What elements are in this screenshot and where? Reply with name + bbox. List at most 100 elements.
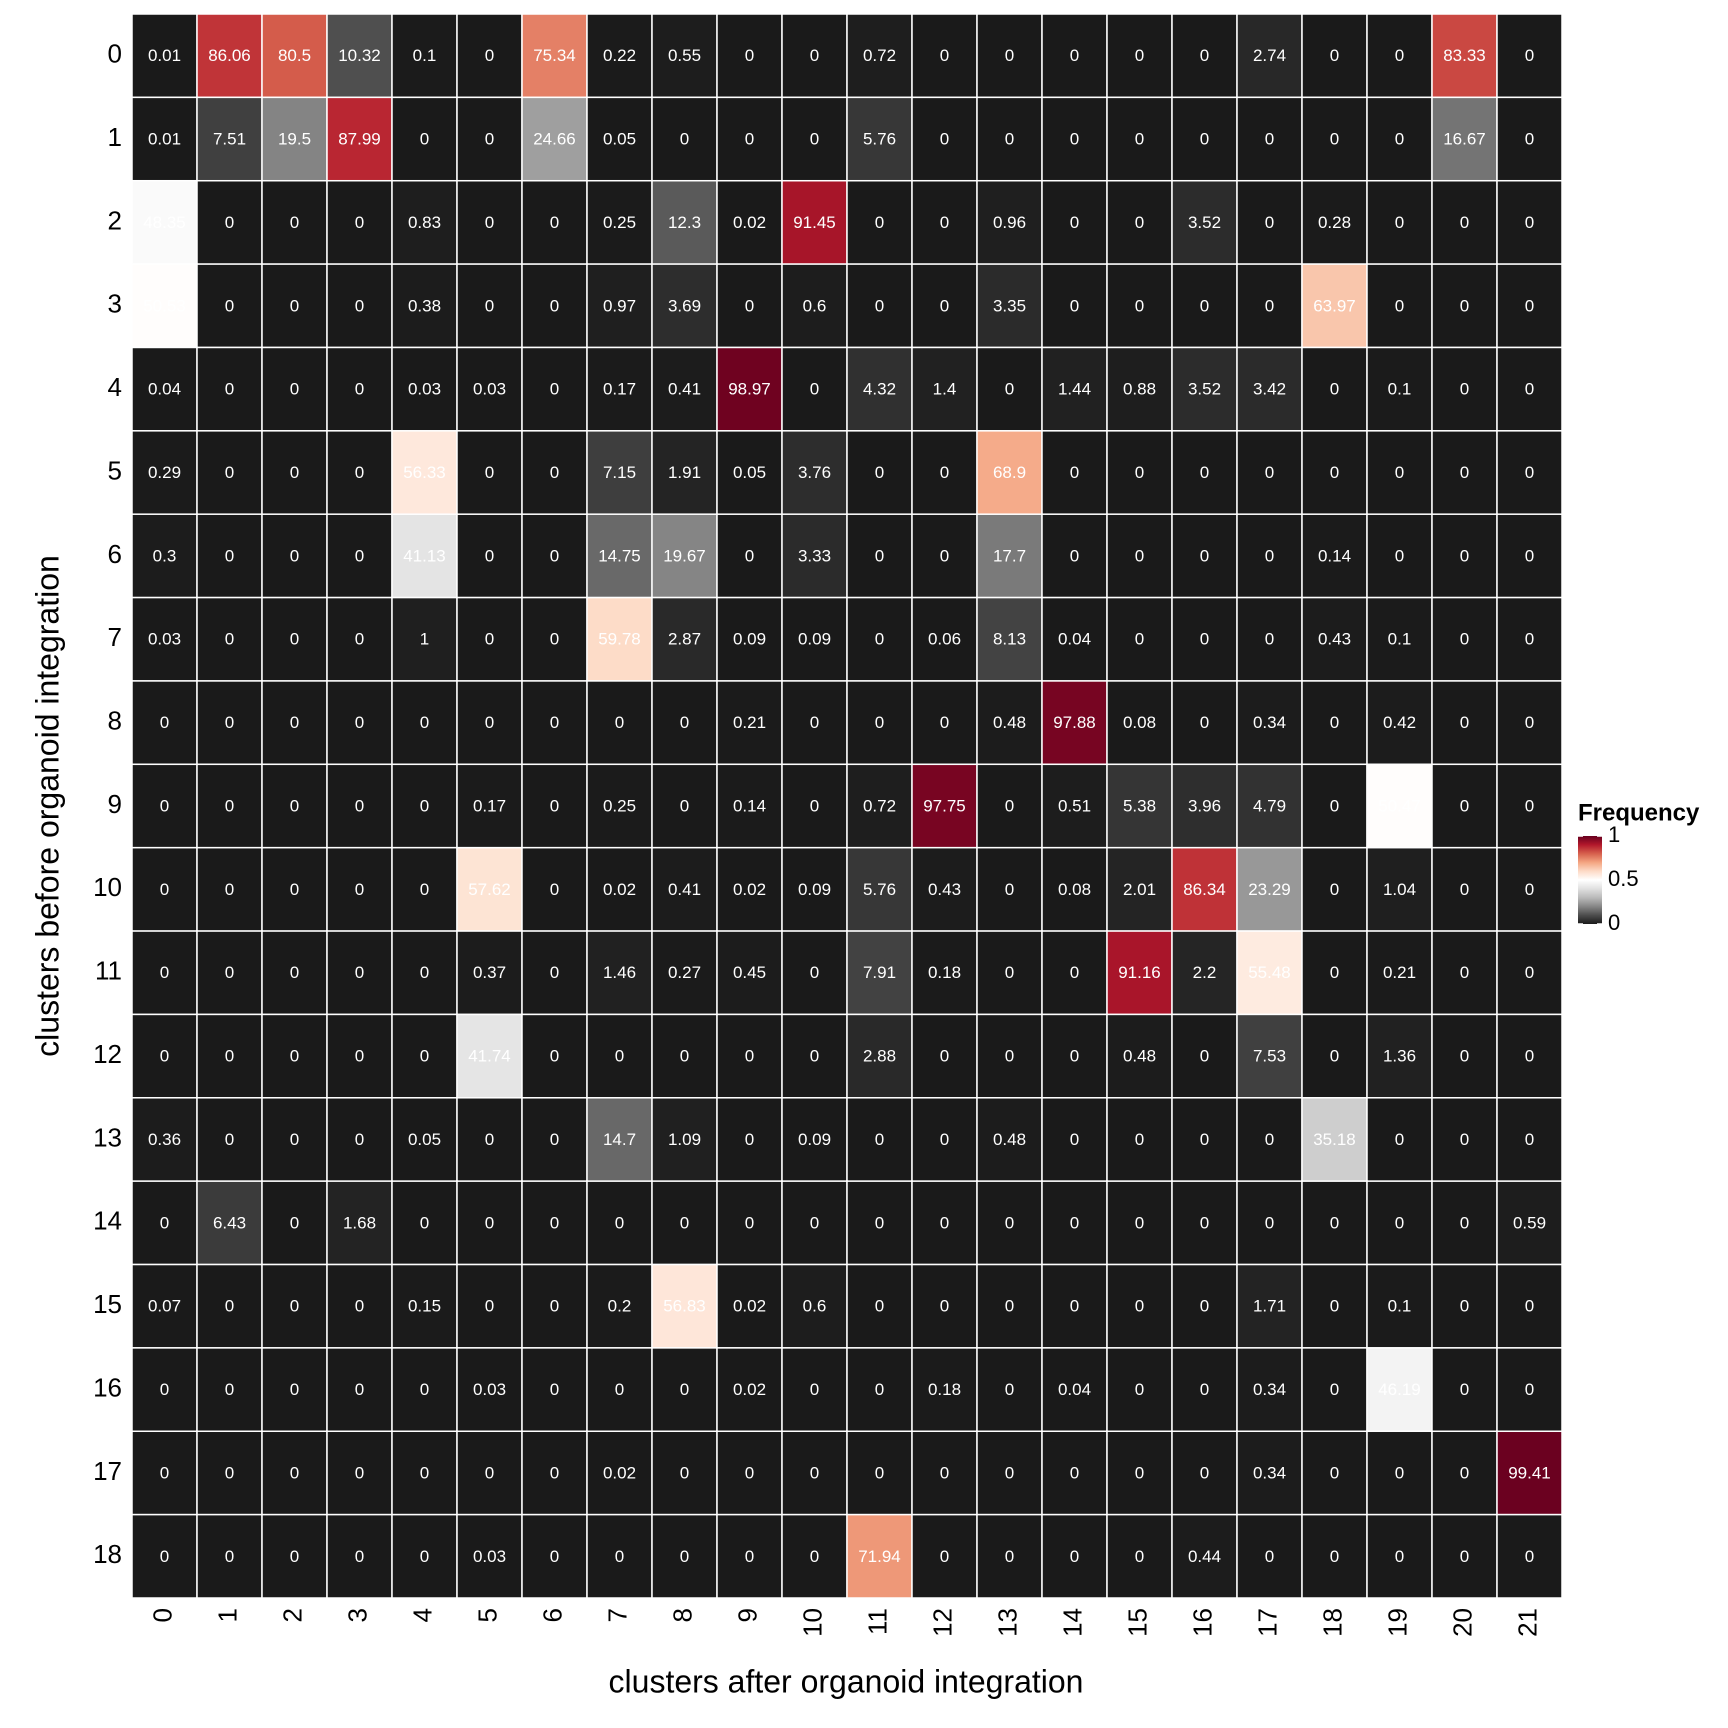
heatmap-cell <box>1236 513 1303 599</box>
cell-label: 0 <box>1265 213 1274 232</box>
heatmap-cell <box>846 680 913 766</box>
cell-label: 0.09 <box>798 880 831 899</box>
y-tick-label: 17 <box>93 1456 122 1486</box>
heatmap-cell <box>1171 513 1238 599</box>
cell-label: 0 <box>1200 46 1209 65</box>
heatmap-cell <box>326 1430 393 1516</box>
heatmap-cell <box>976 1263 1043 1349</box>
heatmap-cell <box>1431 680 1498 766</box>
cell-label: 1 <box>420 630 429 649</box>
heatmap-cell <box>1301 1097 1368 1182</box>
cell-label: 0 <box>550 213 559 232</box>
cell-label: 0 <box>550 1463 559 1482</box>
cell-label: 0 <box>940 1547 949 1566</box>
cell-label: 0.36 <box>148 1130 181 1149</box>
legend-title: Frequency <box>1578 799 1700 826</box>
cell-label: 0.06 <box>928 630 961 649</box>
cell-label: 0 <box>290 213 299 232</box>
x-tick-label: 14 <box>1057 1608 1087 1637</box>
cell-label: 0 <box>355 963 364 982</box>
y-tick-label: 13 <box>93 1122 122 1152</box>
heatmap-cell <box>1236 1180 1303 1266</box>
y-tick-label: 18 <box>93 1539 122 1569</box>
heatmap-cell <box>1366 1430 1433 1516</box>
cell-label: 0.07 <box>148 1297 181 1316</box>
cell-label: 0 <box>355 1380 364 1399</box>
heatmap-cell <box>976 1097 1043 1182</box>
heatmap-cell <box>196 179 263 265</box>
cell-label: 0 <box>1005 1213 1014 1232</box>
heatmap-cell <box>586 430 653 515</box>
cell-label: 0 <box>1265 1213 1274 1232</box>
cell-label: 12.3 <box>668 213 701 232</box>
cell-label: 0 <box>355 1130 364 1149</box>
heatmap-cell <box>586 1513 653 1599</box>
heatmap-cell <box>1431 1513 1498 1599</box>
cell-label: 0 <box>1460 880 1469 899</box>
heatmap-cell <box>1041 96 1108 182</box>
cell-label: 0 <box>420 963 429 982</box>
cell-label: 0 <box>225 713 234 732</box>
cell-label: 0.14 <box>733 796 766 815</box>
cell-label: 0.03 <box>473 1547 506 1566</box>
cell-label: 1.44 <box>1058 380 1091 399</box>
cell-label: 0 <box>1135 1547 1144 1566</box>
cell-label: 7.51 <box>213 130 246 149</box>
heatmap-cell <box>846 1097 913 1182</box>
heatmap-cell <box>391 96 458 182</box>
cell-label: 0 <box>1070 963 1079 982</box>
heatmap-cell <box>1301 596 1368 682</box>
cell-label: 0 <box>940 1047 949 1066</box>
heatmap-cell <box>521 930 588 1016</box>
cell-label: 0 <box>1005 1297 1014 1316</box>
cell-label: 0 <box>1330 880 1339 899</box>
cell-label: 0.15 <box>408 1297 441 1316</box>
cell-label: 0.08 <box>1058 880 1091 899</box>
cell-label: 0.48 <box>993 1130 1026 1149</box>
cell-label: 0 <box>680 1380 689 1399</box>
cell-label: 68.9 <box>993 463 1026 482</box>
y-tick-label: 10 <box>93 872 122 902</box>
cell-label: 0 <box>745 1463 754 1482</box>
heatmap-cell <box>1041 930 1108 1016</box>
heatmap-cell <box>521 1430 588 1516</box>
cell-label: 0 <box>420 1213 429 1232</box>
cell-label: 0.29 <box>148 463 181 482</box>
cell-label: 86.06 <box>208 46 251 65</box>
cell-label: 0 <box>1395 1130 1404 1149</box>
cell-label: 0.01 <box>148 130 181 149</box>
cell-label: 0 <box>1070 1297 1079 1316</box>
heatmap-cell <box>1496 13 1563 99</box>
heatmap-cell <box>1366 13 1433 99</box>
cell-label: 0 <box>680 1547 689 1566</box>
cell-label: 0 <box>160 1463 169 1482</box>
cell-label: 0.14 <box>1318 546 1351 565</box>
heatmap-cell <box>391 430 458 515</box>
cell-label: 19.67 <box>663 546 706 565</box>
heatmap-cell <box>456 179 523 265</box>
cell-label: 0 <box>160 1380 169 1399</box>
cell-label: 0 <box>875 296 884 315</box>
cell-label: 75.34 <box>533 46 576 65</box>
cell-label: 0.1 <box>1388 630 1412 649</box>
cell-label: 0 <box>1330 46 1339 65</box>
cell-label: 0 <box>355 1463 364 1482</box>
heatmap-cell <box>1431 930 1498 1016</box>
cell-label: 0 <box>355 796 364 815</box>
cell-label: 5.76 <box>863 880 896 899</box>
cell-label: 0 <box>1460 463 1469 482</box>
heatmap-cell <box>1041 263 1108 349</box>
heatmap-cell <box>456 1180 523 1266</box>
heatmap-cell <box>326 930 393 1016</box>
cell-label: 0.02 <box>733 213 766 232</box>
cell-label: 0 <box>550 546 559 565</box>
cell-label: 0.05 <box>603 130 636 149</box>
heatmap-cell <box>391 1513 458 1599</box>
heatmap-cell <box>1366 1513 1433 1599</box>
cell-label: 0 <box>680 1463 689 1482</box>
heatmap-cell <box>1301 1263 1368 1349</box>
cell-label: 0 <box>1330 380 1339 399</box>
cell-label: 0 <box>550 880 559 899</box>
cell-label: 0 <box>485 1297 494 1316</box>
cell-label: 0 <box>550 1047 559 1066</box>
